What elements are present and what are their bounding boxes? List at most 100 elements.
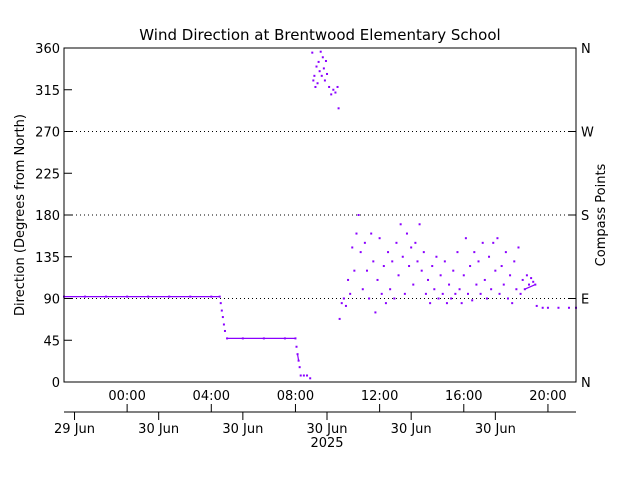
data-point	[302, 374, 305, 377]
data-point	[391, 260, 394, 263]
data-point	[298, 366, 301, 369]
data-point	[311, 51, 314, 54]
data-point	[469, 265, 472, 268]
data-point	[299, 374, 302, 377]
data-point	[328, 85, 331, 88]
data-point	[492, 241, 495, 244]
data-point	[322, 67, 325, 70]
data-point	[319, 50, 322, 53]
data-point	[316, 82, 319, 85]
data-point	[445, 302, 448, 305]
data-point	[410, 246, 413, 249]
data-point	[490, 288, 493, 291]
data-point	[219, 302, 222, 305]
data-point	[521, 278, 524, 281]
data-point	[405, 232, 408, 235]
y-tick-label-315: 315	[35, 84, 60, 99]
data-point	[344, 304, 347, 307]
date-label: 30 Jun	[138, 422, 179, 437]
data-point	[395, 241, 398, 244]
data-point	[321, 56, 324, 59]
series-segment	[296, 354, 300, 361]
year-label: 2025	[310, 436, 343, 451]
y-tick-label-180: 180	[35, 209, 60, 224]
data-point	[460, 302, 463, 305]
data-point	[422, 251, 425, 254]
x-tick-label: 12:00	[361, 389, 398, 404]
data-point	[403, 292, 406, 295]
data-point	[530, 277, 533, 280]
data-point	[326, 72, 329, 75]
data-point	[525, 274, 528, 277]
data-point	[435, 255, 438, 258]
data-point	[546, 306, 549, 309]
data-point	[347, 278, 350, 281]
data-point	[357, 214, 360, 216]
grid-lines	[64, 131, 576, 299]
data-point	[342, 297, 345, 300]
y-tick-label-225: 225	[35, 167, 60, 182]
data-point	[494, 269, 497, 272]
data-point	[433, 288, 436, 291]
data-point	[384, 302, 387, 305]
date-label: 30 Jun	[391, 422, 432, 437]
data-point	[448, 283, 451, 286]
data-point	[361, 288, 364, 291]
data-point	[295, 345, 298, 348]
data-point	[441, 292, 444, 295]
data-point	[222, 323, 225, 326]
data-point	[567, 306, 570, 309]
date-label: 30 Jun	[475, 422, 516, 437]
data-point	[399, 223, 402, 226]
data-point	[519, 292, 522, 295]
series-segment	[524, 284, 536, 290]
data-point	[485, 297, 488, 300]
data-point	[363, 241, 366, 244]
data-point	[515, 288, 518, 291]
data-point	[372, 260, 375, 263]
data-point	[340, 302, 343, 305]
data-point	[513, 260, 516, 263]
data-point	[414, 241, 417, 244]
data-point	[439, 274, 442, 277]
data-point	[323, 79, 326, 82]
data-point	[471, 299, 474, 302]
x-axis: 00:00 04:00 08:00 12:00 16:00 20:00 29 Jun 30 J…	[54, 389, 567, 451]
data-point	[504, 251, 507, 254]
x-tick-label: 04:00	[193, 389, 230, 404]
data-point	[312, 79, 315, 82]
data-point	[475, 283, 478, 286]
data-point	[401, 255, 404, 258]
data-point	[397, 274, 400, 277]
data-point	[452, 269, 455, 272]
data-points	[63, 50, 577, 380]
right-axis-title: Compass Points	[594, 163, 609, 266]
data-point	[427, 278, 430, 281]
data-point	[473, 251, 476, 254]
data-point	[429, 302, 432, 305]
data-point	[365, 269, 368, 272]
chart-title: Wind Direction at Brentwood Elementary S…	[139, 26, 500, 44]
data-point	[338, 317, 341, 320]
data-point	[359, 251, 362, 254]
data-point	[420, 269, 423, 272]
data-point	[506, 297, 509, 300]
y-axis-title: Direction (Degrees from North)	[13, 114, 28, 316]
y-tick-label-90: 90	[43, 293, 60, 308]
data-point	[355, 232, 358, 235]
y-tick-label-270: 270	[35, 126, 60, 141]
data-point	[528, 283, 531, 286]
y-tick-label-45: 45	[43, 334, 60, 349]
date-label: 30 Jun	[307, 422, 348, 437]
data-point	[318, 70, 321, 73]
data-point	[221, 316, 224, 319]
data-point	[353, 269, 356, 272]
data-point	[332, 88, 335, 91]
data-point	[424, 292, 427, 295]
data-point	[502, 283, 505, 286]
x-tick-label: 00:00	[108, 389, 145, 404]
data-point	[535, 304, 538, 307]
data-point	[378, 237, 381, 240]
data-point	[408, 265, 411, 268]
